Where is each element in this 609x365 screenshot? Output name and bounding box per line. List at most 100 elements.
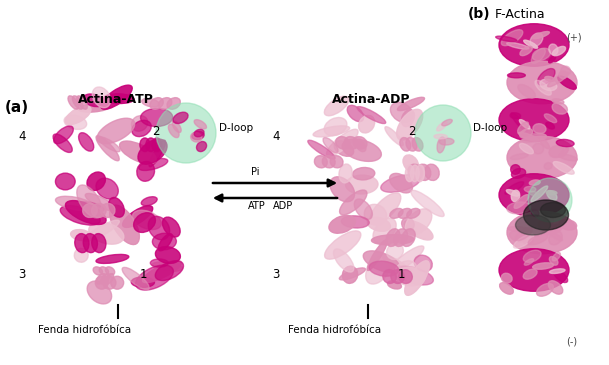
Ellipse shape xyxy=(382,255,414,277)
Ellipse shape xyxy=(347,105,364,122)
Ellipse shape xyxy=(442,119,452,126)
Ellipse shape xyxy=(546,191,557,195)
Ellipse shape xyxy=(395,261,417,279)
Text: 4: 4 xyxy=(18,130,26,143)
Ellipse shape xyxy=(400,138,410,151)
Text: (-): (-) xyxy=(566,337,577,347)
Ellipse shape xyxy=(85,193,116,211)
Ellipse shape xyxy=(386,229,400,246)
Ellipse shape xyxy=(533,124,546,134)
Ellipse shape xyxy=(87,281,111,304)
Ellipse shape xyxy=(535,80,551,95)
Ellipse shape xyxy=(99,137,120,152)
Ellipse shape xyxy=(136,265,174,290)
Ellipse shape xyxy=(542,224,563,235)
Ellipse shape xyxy=(158,234,172,251)
Ellipse shape xyxy=(356,141,366,151)
Ellipse shape xyxy=(143,261,181,283)
Ellipse shape xyxy=(103,276,116,289)
Ellipse shape xyxy=(437,122,447,131)
Ellipse shape xyxy=(65,201,106,224)
Ellipse shape xyxy=(194,129,204,137)
Ellipse shape xyxy=(385,127,403,146)
Ellipse shape xyxy=(322,155,335,168)
Ellipse shape xyxy=(434,134,447,139)
Ellipse shape xyxy=(357,107,385,124)
Ellipse shape xyxy=(137,161,155,181)
Ellipse shape xyxy=(55,173,75,190)
Text: (b): (b) xyxy=(468,7,491,21)
Ellipse shape xyxy=(324,118,347,136)
Ellipse shape xyxy=(549,269,565,273)
Ellipse shape xyxy=(87,172,105,191)
Ellipse shape xyxy=(519,129,533,138)
Ellipse shape xyxy=(501,30,523,46)
Ellipse shape xyxy=(92,234,106,253)
Ellipse shape xyxy=(146,138,156,151)
Ellipse shape xyxy=(515,215,551,235)
Ellipse shape xyxy=(133,213,155,233)
Ellipse shape xyxy=(79,133,94,151)
Ellipse shape xyxy=(406,138,417,151)
Ellipse shape xyxy=(150,259,168,267)
Ellipse shape xyxy=(329,215,356,233)
Ellipse shape xyxy=(406,165,414,182)
Ellipse shape xyxy=(353,137,365,147)
Ellipse shape xyxy=(110,205,139,245)
Ellipse shape xyxy=(499,283,513,294)
Ellipse shape xyxy=(353,137,367,149)
Ellipse shape xyxy=(390,102,413,123)
Ellipse shape xyxy=(194,120,206,129)
Ellipse shape xyxy=(314,155,327,168)
Text: 2: 2 xyxy=(408,125,415,138)
Ellipse shape xyxy=(140,138,150,151)
Ellipse shape xyxy=(155,247,180,264)
Ellipse shape xyxy=(506,189,519,196)
Ellipse shape xyxy=(544,215,554,227)
Ellipse shape xyxy=(549,56,556,63)
Ellipse shape xyxy=(168,124,179,138)
Ellipse shape xyxy=(559,220,577,230)
Text: 4: 4 xyxy=(272,130,280,143)
Ellipse shape xyxy=(499,249,569,291)
Ellipse shape xyxy=(515,228,532,241)
Ellipse shape xyxy=(520,46,532,55)
Ellipse shape xyxy=(326,129,358,156)
Ellipse shape xyxy=(539,85,547,91)
Ellipse shape xyxy=(546,122,554,129)
Ellipse shape xyxy=(370,193,401,225)
Ellipse shape xyxy=(549,44,558,55)
Ellipse shape xyxy=(399,270,412,284)
Text: (+): (+) xyxy=(566,32,582,42)
Ellipse shape xyxy=(342,266,357,283)
Ellipse shape xyxy=(533,31,549,39)
Text: Fenda hidrofóbíca: Fenda hidrofóbíca xyxy=(289,325,382,335)
Ellipse shape xyxy=(152,262,183,271)
Ellipse shape xyxy=(560,148,569,157)
Ellipse shape xyxy=(96,136,119,161)
Ellipse shape xyxy=(93,267,102,275)
Ellipse shape xyxy=(531,186,547,202)
Ellipse shape xyxy=(394,229,407,246)
Ellipse shape xyxy=(373,218,396,243)
Ellipse shape xyxy=(499,99,569,141)
Text: D-loop: D-loop xyxy=(219,123,253,133)
Ellipse shape xyxy=(339,268,365,280)
Ellipse shape xyxy=(131,277,155,287)
Ellipse shape xyxy=(396,109,423,140)
Ellipse shape xyxy=(79,104,110,112)
Ellipse shape xyxy=(544,163,552,169)
Ellipse shape xyxy=(524,200,568,230)
Ellipse shape xyxy=(398,208,412,218)
Ellipse shape xyxy=(138,139,167,164)
Ellipse shape xyxy=(403,155,418,172)
Ellipse shape xyxy=(68,96,79,109)
Ellipse shape xyxy=(394,266,434,285)
Ellipse shape xyxy=(381,174,420,192)
Ellipse shape xyxy=(401,110,415,127)
Text: ATP: ATP xyxy=(248,201,266,211)
Ellipse shape xyxy=(552,253,560,261)
Text: 3: 3 xyxy=(18,268,26,281)
Ellipse shape xyxy=(325,231,361,259)
Ellipse shape xyxy=(519,143,533,154)
